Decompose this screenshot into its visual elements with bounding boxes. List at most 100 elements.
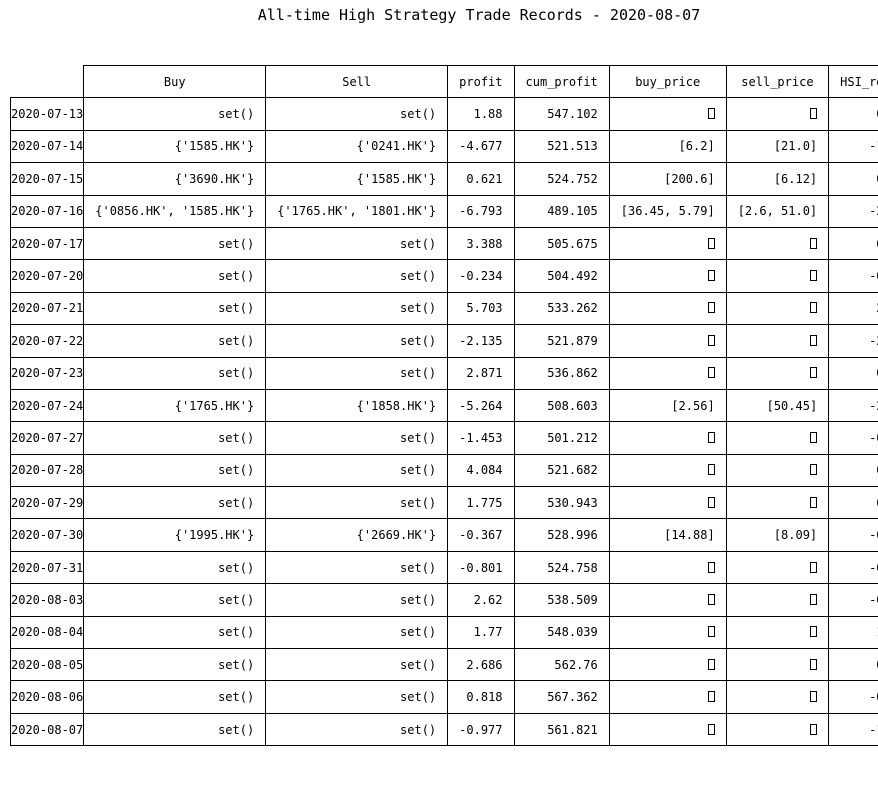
cell-buy-price bbox=[608, 291, 727, 326]
row-date-cell: 2020-07-14 bbox=[9, 129, 85, 164]
cell-hsi-return: -1.659 bbox=[828, 712, 878, 747]
table-row: 2020-07-14 {'1585.HK'} {'0241.HK'} -4.677 52… bbox=[9, 129, 878, 164]
empty-list-glyph bbox=[707, 108, 715, 120]
cell-buy-price bbox=[608, 226, 727, 261]
cell-hsi-return: -2.254 bbox=[828, 324, 878, 358]
cell-buy-price: [6.2] bbox=[608, 129, 727, 164]
row-date-cell: 2020-08-06 bbox=[9, 680, 85, 714]
cell-cum-profit: 501.212 bbox=[513, 421, 610, 455]
table-body: 2020-07-13set()set()1.88547.1020.1742020… bbox=[9, 97, 878, 747]
cell-sell: set() bbox=[265, 486, 449, 520]
cell-hsi-return: -2.005 bbox=[828, 194, 878, 228]
cell-sell: set() bbox=[265, 680, 449, 714]
empty-list-glyph bbox=[810, 723, 818, 735]
cell-cum-profit: 508.603 bbox=[513, 388, 610, 423]
cell-sell: set() bbox=[265, 453, 449, 488]
cell-sell: {'0241.HK'} bbox=[265, 129, 449, 164]
cell-buy-price bbox=[608, 486, 727, 520]
empty-list-glyph bbox=[810, 593, 818, 605]
cell-sell-price: [8.09] bbox=[725, 518, 830, 552]
cell-cum-profit: 524.752 bbox=[513, 162, 610, 196]
cell-sell-price bbox=[725, 356, 830, 390]
cell-sell-price bbox=[725, 486, 830, 520]
cell-sell-price bbox=[725, 583, 830, 617]
cell-hsi-return: -1.142 bbox=[828, 129, 878, 164]
cell-cum-profit: 505.675 bbox=[513, 226, 610, 261]
cell-sell: set() bbox=[265, 421, 449, 455]
cell-buy: set() bbox=[83, 712, 267, 747]
cell-sell-price bbox=[725, 97, 830, 131]
cell-buy-price: [200.6] bbox=[608, 162, 727, 196]
row-date-cell: 2020-07-20 bbox=[9, 259, 85, 293]
cell-profit: 2.686 bbox=[447, 648, 515, 682]
cell-cum-profit: 548.039 bbox=[513, 615, 610, 650]
cell-buy: {'1585.HK'} bbox=[83, 129, 267, 164]
cell-sell: set() bbox=[265, 648, 449, 682]
empty-list-glyph bbox=[810, 334, 818, 346]
row-date-cell: 2020-07-31 bbox=[9, 550, 85, 585]
cell-sell: set() bbox=[265, 259, 449, 293]
cell-cum-profit: 521.513 bbox=[513, 129, 610, 164]
column-header-buy: Buy bbox=[83, 64, 267, 99]
cell-buy: set() bbox=[83, 550, 267, 585]
cell-buy: set() bbox=[83, 226, 267, 261]
cell-profit: -1.453 bbox=[447, 421, 515, 455]
cell-buy-price bbox=[608, 550, 727, 585]
cell-sell: {'1765.HK', '1801.HK'} bbox=[265, 194, 449, 228]
cell-profit: -5.264 bbox=[447, 388, 515, 423]
row-date-cell: 2020-07-16 bbox=[9, 194, 85, 228]
cell-sell: set() bbox=[265, 550, 449, 585]
empty-list-glyph bbox=[707, 270, 715, 282]
cell-hsi-return: 0.625 bbox=[828, 648, 878, 682]
cell-hsi-return: -0.413 bbox=[828, 421, 878, 455]
cell-sell: set() bbox=[265, 712, 449, 747]
cell-buy: set() bbox=[83, 615, 267, 650]
cell-hsi-return: -0.466 bbox=[828, 550, 878, 585]
empty-list-glyph bbox=[707, 334, 715, 346]
cell-sell-price: [6.12] bbox=[725, 162, 830, 196]
cell-sell: {'1585.HK'} bbox=[265, 162, 449, 196]
cell-buy-price bbox=[608, 453, 727, 488]
cell-sell-price bbox=[725, 680, 830, 714]
empty-list-glyph bbox=[707, 464, 715, 476]
cell-buy-price bbox=[608, 648, 727, 682]
row-date-cell: 2020-08-05 bbox=[9, 648, 85, 682]
cell-buy-price bbox=[608, 324, 727, 358]
table-row: 2020-07-16 {'0856.HK', '1585.HK'} {'1765.H… bbox=[9, 194, 878, 228]
empty-list-glyph bbox=[810, 108, 818, 120]
cell-cum-profit: 567.362 bbox=[513, 680, 610, 714]
cell-profit: 2.871 bbox=[447, 356, 515, 390]
cell-sell-price bbox=[725, 421, 830, 455]
column-header-sell-price: sell_price bbox=[725, 64, 830, 99]
cell-hsi-return: 0.174 bbox=[828, 97, 878, 131]
cell-profit: 0.818 bbox=[447, 680, 515, 714]
column-header-cum-profit: cum_profit bbox=[513, 64, 610, 99]
empty-list-glyph bbox=[810, 658, 818, 670]
cell-hsi-return: -2.207 bbox=[828, 388, 878, 423]
row-date-cell: 2020-07-27 bbox=[9, 421, 85, 455]
cell-hsi-return: 0.446 bbox=[828, 486, 878, 520]
cell-profit: 2.62 bbox=[447, 583, 515, 617]
cell-cum-profit: 538.509 bbox=[513, 583, 610, 617]
cell-sell-price: [21.0] bbox=[725, 129, 830, 164]
cell-sell: set() bbox=[265, 97, 449, 131]
row-date-cell: 2020-07-13 bbox=[9, 97, 85, 131]
table-row: 2020-07-15 {'3690.HK'} {'1585.HK'} 0.621 524… bbox=[9, 162, 878, 196]
table-row: 2020-07-24 {'1765.HK'} {'1858.HK'} -5.264 50… bbox=[9, 388, 878, 423]
cell-profit: -6.793 bbox=[447, 194, 515, 228]
cell-profit: -0.977 bbox=[447, 712, 515, 747]
row-date-cell: 2020-07-29 bbox=[9, 486, 85, 520]
empty-list-glyph bbox=[707, 723, 715, 735]
